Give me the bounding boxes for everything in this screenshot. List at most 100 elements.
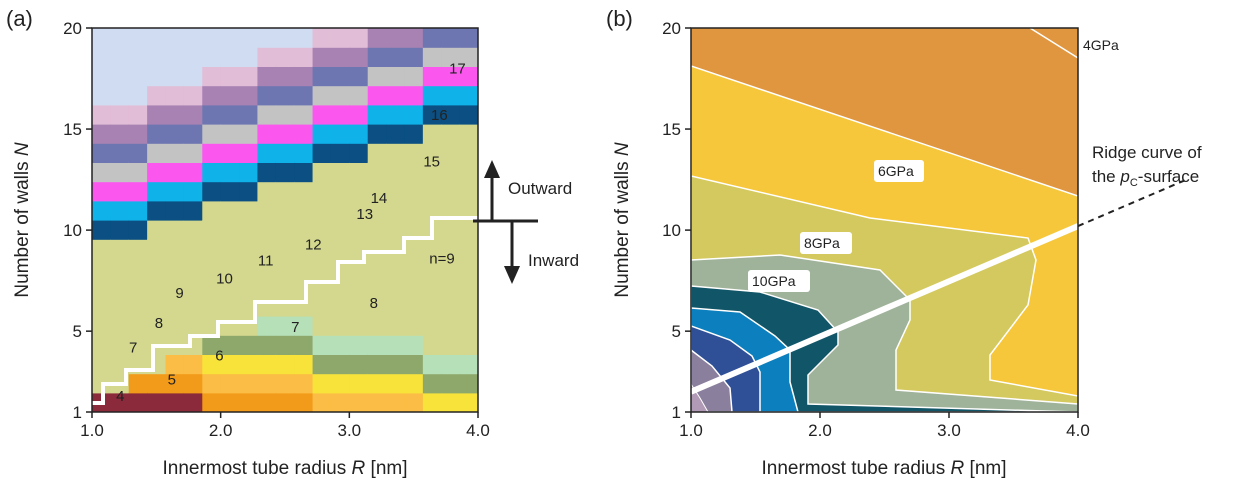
heatmap-cell <box>386 220 406 240</box>
heatmap-cell <box>128 143 148 163</box>
heatmap-cell <box>220 85 240 106</box>
heatmap-cell <box>294 392 314 412</box>
region-label: 5 <box>168 372 176 389</box>
heatmap-cell <box>165 316 185 336</box>
heatmap-cell <box>330 296 350 317</box>
heatmap-cell <box>165 200 185 221</box>
region-label: n=9 <box>429 250 454 267</box>
panel-a-label: (a) <box>6 6 33 31</box>
heatmap-cell <box>239 354 259 375</box>
heatmap-cell <box>349 66 369 87</box>
heatmap-cell <box>92 66 111 87</box>
heatmap-cell <box>294 66 314 87</box>
heatmap-cell <box>294 373 314 394</box>
heatmap-cell <box>312 28 332 48</box>
heatmap-cell <box>422 239 442 259</box>
a-x-tick-label: 3.0 <box>338 421 362 440</box>
heatmap-cell <box>404 162 424 183</box>
heatmap-cell <box>312 258 332 279</box>
heatmap-cell <box>220 354 240 375</box>
heatmap-cell <box>386 392 406 412</box>
heatmap-cell <box>220 143 240 163</box>
heatmap-cell <box>165 392 185 412</box>
heatmap-cell <box>441 354 461 375</box>
contour-label-8gpa: 8GPa <box>804 235 840 251</box>
heatmap-cell <box>386 124 406 144</box>
heatmap-cell <box>275 124 295 144</box>
heatmap-cell <box>367 47 387 67</box>
contour-label-4gpa: 4GPa <box>1083 37 1119 53</box>
heatmap-cell <box>239 181 259 202</box>
a-y-tick-label: 5 <box>73 322 82 341</box>
heatmap-cell <box>128 66 148 87</box>
heatmap-cell <box>275 220 295 240</box>
heatmap-cell <box>128 220 148 240</box>
heatmap-cell <box>128 47 148 67</box>
heatmap-cell <box>110 277 130 298</box>
heatmap-cell <box>147 143 167 163</box>
heatmap-cell <box>367 296 387 317</box>
heatmap-cell <box>441 66 461 87</box>
heatmap-cell <box>312 354 332 375</box>
heatmap-cell <box>257 392 277 412</box>
heatmap-cell <box>110 258 130 279</box>
heatmap-cell <box>257 47 277 67</box>
heatmap-cell <box>257 335 277 355</box>
heatmap-cell <box>147 162 167 183</box>
heatmap-cell <box>404 28 424 48</box>
region-label: 7 <box>291 319 299 336</box>
heatmap-cell <box>404 335 424 355</box>
heatmap-cell <box>220 220 240 240</box>
heatmap-cell <box>349 124 369 144</box>
heatmap-cell <box>257 162 277 183</box>
heatmap-cell <box>202 220 222 240</box>
heatmap-cell <box>110 143 130 163</box>
heatmap-cell <box>202 335 222 355</box>
heatmap-cell <box>110 335 130 355</box>
heatmap-cell <box>386 200 406 221</box>
heatmap-cell <box>147 104 167 125</box>
heatmap-cell <box>349 316 369 336</box>
heatmap-cell <box>367 258 387 279</box>
heatmap-cell <box>220 296 240 317</box>
heatmap-cell <box>367 28 387 48</box>
heatmap-cell <box>202 143 222 163</box>
outward-label: Outward <box>508 179 572 198</box>
heatmap-cell <box>294 220 314 240</box>
heatmap-cell <box>147 392 167 412</box>
heatmap-cell <box>441 392 461 412</box>
heatmap-cell <box>294 85 314 106</box>
b-y-tick-label: 20 <box>662 19 681 38</box>
region-label: 8 <box>155 315 163 332</box>
a-y-tick-label: 20 <box>63 19 82 38</box>
heatmap-cell <box>202 296 222 317</box>
heatmap-cell <box>128 239 148 259</box>
heatmap-cell <box>183 47 203 67</box>
heatmap-cell <box>294 258 314 279</box>
heatmap-cell <box>386 181 406 202</box>
heatmap-cell <box>128 162 148 183</box>
heatmap-cell <box>257 296 277 317</box>
heatmap-cell <box>165 143 185 163</box>
label-bg-6gpa <box>874 160 924 182</box>
heatmap-cell <box>220 47 240 67</box>
region-label: 14 <box>371 190 388 207</box>
heatmap-cell <box>349 335 369 355</box>
heatmap-cell <box>183 181 203 202</box>
heatmap-cell <box>110 392 130 412</box>
heatmap-cell <box>128 373 148 394</box>
heatmap-cell <box>110 220 130 240</box>
heatmap-cell <box>220 335 240 355</box>
heatmap-cell <box>404 220 424 240</box>
heatmap-cell <box>312 220 332 240</box>
heatmap-cell <box>441 239 461 259</box>
heatmap-cell <box>110 66 130 87</box>
heatmap-cell <box>367 354 387 375</box>
heatmap-cell <box>147 373 167 394</box>
heatmap-cell <box>441 373 461 394</box>
heatmap-cell <box>349 85 369 106</box>
heatmap-cell <box>312 143 332 163</box>
heatmap-cell <box>312 181 332 202</box>
heatmap-cell <box>294 28 314 48</box>
heatmap-cell <box>220 124 240 144</box>
